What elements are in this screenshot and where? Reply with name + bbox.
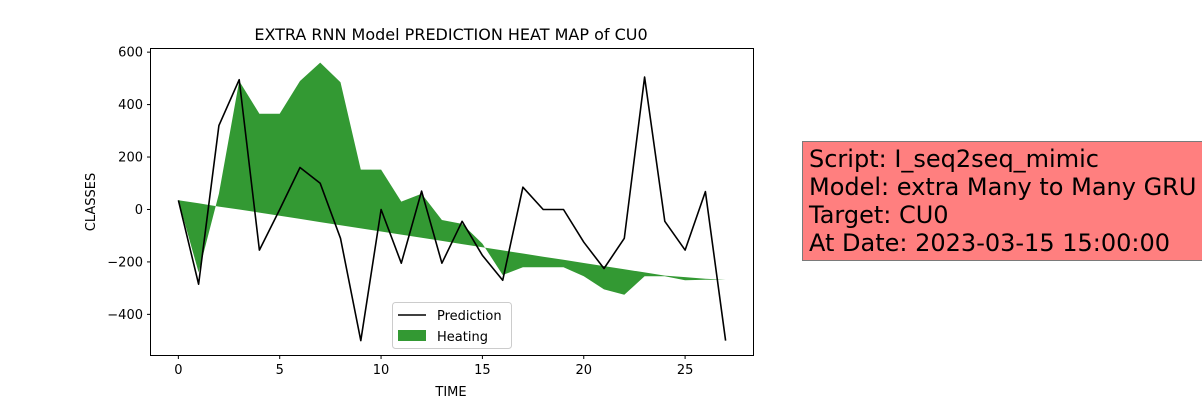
info-model-line: Model: extra Many to Many GRU: [809, 173, 1197, 201]
x-tick-label: 10: [373, 363, 390, 378]
x-axis: 0 5 10 15 20 25: [174, 355, 693, 378]
y-tick-label: −200: [107, 255, 143, 270]
info-box: Script: I_seq2seq_mimic Model: extra Man…: [802, 141, 1202, 261]
heating-area: [178, 62, 726, 295]
y-tick-label: −400: [107, 308, 143, 323]
info-script-line: Script: I_seq2seq_mimic: [809, 145, 1099, 173]
legend: Prediction Heating: [392, 302, 512, 349]
plot-area: [177, 62, 727, 342]
y-tick-label: 200: [118, 151, 143, 166]
y-tick-label: 400: [118, 98, 143, 113]
x-tick-label: 20: [575, 363, 592, 378]
legend-heating-swatch: [398, 330, 426, 341]
legend-prediction-label: Prediction: [437, 309, 502, 324]
y-tick-label: 0: [135, 203, 143, 218]
x-tick-label: 15: [474, 363, 491, 378]
chart-title: EXTRA RNN Model PREDICTION HEAT MAP of C…: [254, 25, 647, 44]
x-tick-label: 25: [677, 363, 694, 378]
x-axis-title: TIME: [434, 385, 466, 400]
info-date-line: At Date: 2023-03-15 15:00:00: [809, 229, 1171, 257]
plot-frame: [150, 48, 754, 356]
y-axis: −400 −200 0 200 400 600: [107, 46, 151, 323]
info-target-line: Target: CU0: [809, 201, 949, 229]
x-tick-label: 0: [174, 363, 182, 378]
prediction-line: [177, 76, 727, 342]
y-tick-label: 600: [118, 46, 143, 61]
legend-heating-label: Heating: [437, 330, 488, 345]
y-axis-title: CLASSES: [84, 173, 99, 231]
x-tick-label: 5: [276, 363, 284, 378]
